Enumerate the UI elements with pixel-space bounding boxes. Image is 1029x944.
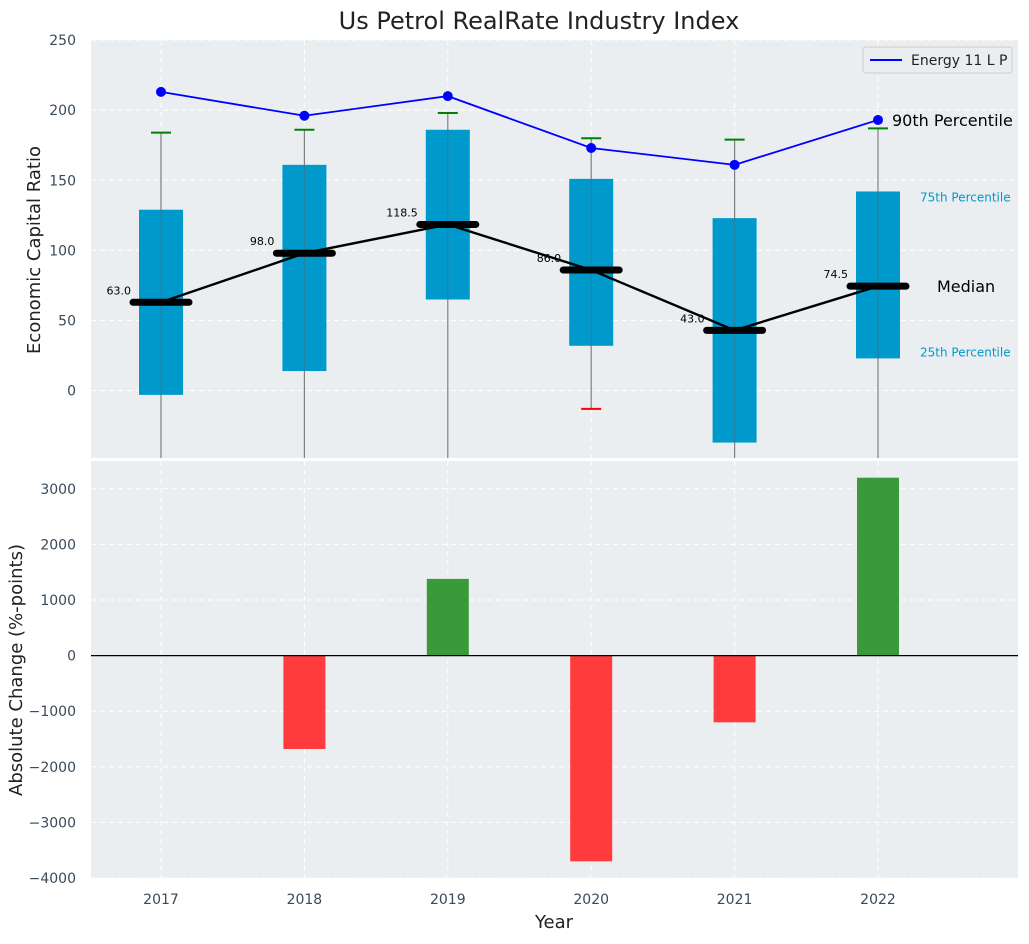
median-value-label: 118.5 <box>386 206 418 219</box>
series-point <box>873 114 883 125</box>
bottom-y-tick-label: −3000 <box>29 815 76 831</box>
box-group <box>129 111 910 458</box>
top-y-tick-label: 100 <box>49 243 76 259</box>
legend-box <box>862 46 1013 74</box>
series-point <box>299 110 310 121</box>
series-point <box>442 91 453 102</box>
series-point <box>586 143 597 154</box>
x-axis-label: Year <box>534 912 574 933</box>
series-point <box>729 159 740 170</box>
top-y-tick-label: 150 <box>49 173 76 189</box>
change-bar-2019 <box>426 578 469 656</box>
bottom-y-tick-label: 0 <box>67 649 76 665</box>
annotation-90th-percentile: 90th Percentile <box>892 111 1013 130</box>
bottom-y-tick-label: 3000 <box>40 482 76 498</box>
top-y-tick-label: 200 <box>49 103 76 119</box>
top-panel: 0 50 100 150 200 250 63.0 98.0 118.5 86.0 43.0 74.5… <box>49 33 1018 458</box>
x-tick-label: 2019 <box>430 892 466 908</box>
median-value-label: 86.0 <box>537 252 562 265</box>
top-y-tick-label: 0 <box>67 384 76 400</box>
bottom-y-tick-label: 2000 <box>40 537 76 553</box>
series-line <box>160 91 879 166</box>
annotation-25th-percentile: 25th Percentile <box>920 345 1011 359</box>
bottom-y-tick-label: 1000 <box>40 593 76 609</box>
x-tick-label: 2021 <box>717 892 753 908</box>
bottom-y-axis-label: Absolute Change (%-points) <box>6 544 27 796</box>
change-bar-2020 <box>570 655 613 862</box>
change-bar-2018 <box>283 655 326 750</box>
legend-entry-label: Energy 11 L P <box>911 53 1007 69</box>
x-tick-label: 2018 <box>287 892 323 908</box>
change-bar-2021 <box>713 655 756 723</box>
median-value-label: 98.0 <box>250 235 275 248</box>
chart-title: Us Petrol RealRate Industry Index <box>339 7 740 35</box>
bottom-y-tick-label: −1000 <box>29 704 76 720</box>
top-y-tick-label: 250 <box>49 33 76 49</box>
series-point <box>156 86 166 97</box>
legend: Energy 11 L P <box>862 46 1013 74</box>
annotation-median: Median <box>937 277 995 296</box>
median-value-label: 43.0 <box>680 312 705 325</box>
bottom-y-tick-label: −2000 <box>29 760 76 776</box>
bottom-panel: −4000 −3000 −2000 −1000 0 1000 2000 3000 2017 201… <box>29 461 1018 908</box>
bottom-y-tick-label: −4000 <box>29 871 76 887</box>
annotation-75th-percentile: 75th Percentile <box>920 190 1011 204</box>
x-tick-label: 2020 <box>573 892 609 908</box>
x-tick-label: 2017 <box>143 892 179 908</box>
median-value-label: 74.5 <box>824 268 849 281</box>
x-tick-label: 2022 <box>860 892 896 908</box>
change-bar-2022 <box>857 477 899 656</box>
top-y-axis-label: Economic Capital Ratio <box>24 146 45 354</box>
median-trend-line <box>160 223 879 332</box>
median-value-label: 63.0 <box>107 284 132 297</box>
top-y-tick-label: 50 <box>58 314 76 330</box>
